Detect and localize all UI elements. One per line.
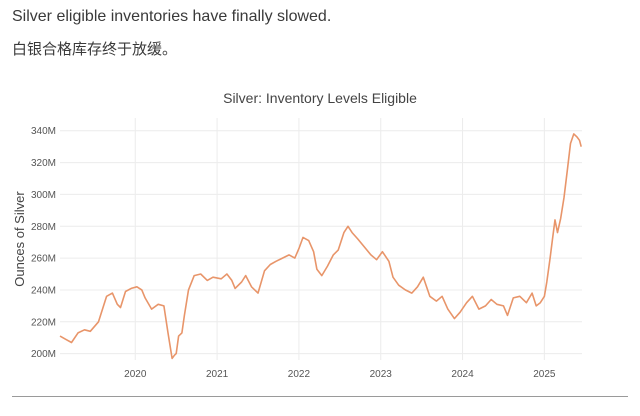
y-tick-label: 320M [31,158,56,169]
inventory-chart: Silver: Inventory Levels Eligible 200M 22… [0,80,640,400]
x-tick-label: 2025 [533,369,556,380]
bottom-divider [12,396,628,397]
x-tick-label: 2021 [206,369,229,380]
x-tick-label: 2023 [370,369,393,380]
y-tick-label: 280M [31,222,56,233]
y-tick-label: 220M [31,317,56,328]
y-tick-label: 240M [31,285,56,296]
chart-svg: 200M 220M 240M 260M 280M 300M 320M 340M 2020 202… [12,118,582,380]
x-tick-label: 2022 [288,369,311,380]
y-tick-label: 260M [31,254,56,265]
chart-title: Silver: Inventory Levels Eligible [223,90,417,106]
x-tick-label: 2024 [451,369,474,380]
y-tick-label: 300M [31,190,56,201]
caption-chinese: 白银合格库存终于放缓。 [12,40,178,58]
series-line [59,133,582,360]
y-tick-label: 200M [31,349,56,360]
x-tick-label: 2020 [124,369,147,380]
y-axis-title: Ounces of Silver [12,191,27,287]
caption-english: Silver eligible inventories have finally… [12,8,332,25]
y-tick-label: 340M [31,126,56,137]
